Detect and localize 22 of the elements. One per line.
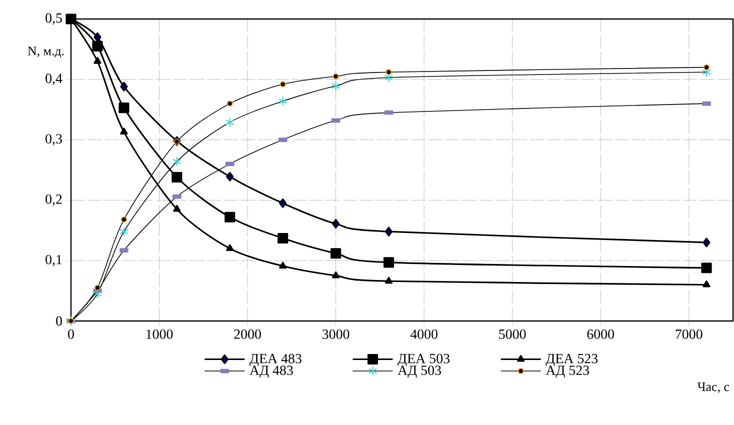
y-tick-label: 0,5	[46, 13, 62, 25]
y-axis-title: N, м.д.	[28, 46, 64, 58]
x-axis-title: Час, с	[697, 382, 730, 393]
legend-label: ДЕА 523	[546, 354, 598, 366]
y-tick-label: 0	[56, 316, 62, 326]
y-tick-label: 0,3	[46, 134, 62, 146]
x-tick-label: 3000	[322, 330, 350, 339]
y-tick-label: 0,4	[46, 74, 62, 86]
legend-label: АД 503	[398, 366, 441, 378]
y-tick-label: 0,2	[46, 194, 62, 206]
legend-label: ДЕА 503	[398, 354, 450, 366]
legend-label: ДЕА 483	[250, 354, 302, 366]
legend-label: АД 523	[546, 366, 590, 378]
x-tick-label: 1000	[146, 330, 173, 339]
y-tick-label: 0,1	[46, 254, 62, 266]
x-tick-label: 4000	[410, 330, 438, 339]
x-tick-label: 2000	[234, 330, 261, 339]
x-tick-label: 5000	[499, 330, 526, 339]
x-tick-label: 0	[68, 330, 74, 339]
legend-label: АД 483	[250, 366, 293, 378]
x-tick-label: 6000	[587, 330, 614, 339]
x-tick-label: 7000	[676, 330, 702, 339]
